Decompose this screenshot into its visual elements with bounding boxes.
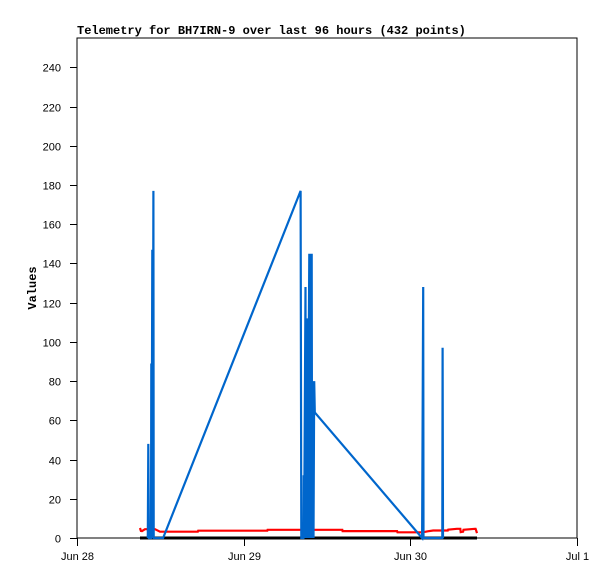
y-tick-label: 0 [55,534,61,546]
series-line-2 [146,190,445,541]
x-tick-label: Jun 28 [61,551,94,563]
y-tick-label: 80 [49,377,61,389]
y-tick-label: 40 [49,456,61,468]
x-tick-label: Jun 30 [394,551,427,563]
y-tick-label: 240 [43,63,61,75]
y-tick-label: 120 [43,299,61,311]
y-tick-label: 140 [43,259,61,271]
y-axis-label: Values [26,266,40,309]
y-tick-label: 20 [49,495,61,507]
y-tick-label: 160 [43,220,61,232]
chart-title: Telemetry for BH7IRN-9 over last 96 hour… [77,24,466,38]
y-tick-label: 200 [43,142,61,154]
y-tick-label: 220 [43,103,61,115]
x-tick-label: Jul 1 [566,551,589,563]
y-tick-label: 100 [43,338,61,350]
x-tick-label: Jun 29 [228,551,261,563]
y-tick-label: 180 [43,181,61,193]
y-tick-label: 60 [49,416,61,428]
series-line-1 [138,527,479,534]
